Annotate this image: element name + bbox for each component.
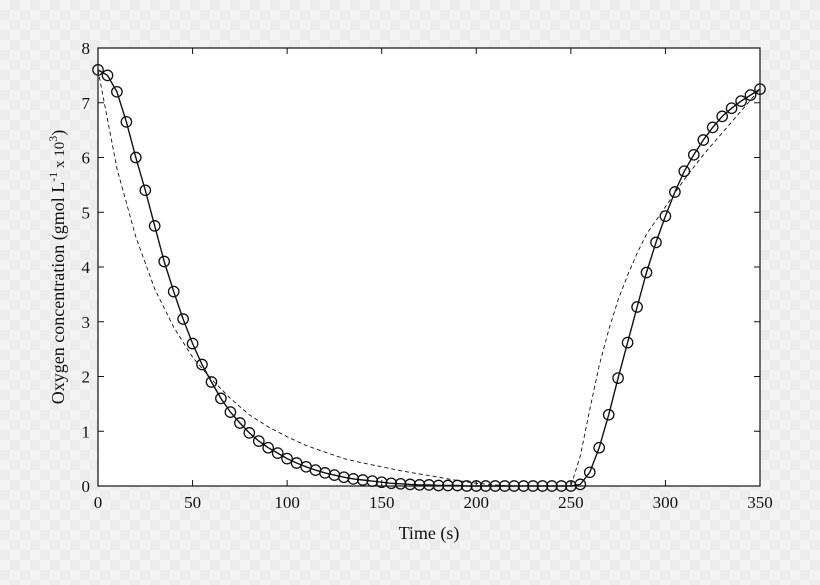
data-point-marker	[347, 473, 360, 485]
data-point-marker	[262, 441, 275, 454]
data-point-marker	[167, 285, 180, 298]
data-point-marker	[186, 337, 199, 350]
y-tick-label: 8	[82, 39, 91, 58]
data-point-marker	[697, 134, 710, 146]
data-point-marker	[129, 151, 142, 164]
x-axis-label: Time (s)	[399, 523, 460, 544]
plot-area	[97, 47, 761, 487]
y-tick-label: 1	[82, 422, 91, 441]
series-layer	[92, 64, 766, 492]
data-point-marker	[432, 479, 445, 492]
x-tick-label: 350	[747, 493, 773, 512]
data-point-marker	[621, 336, 634, 349]
y-axis-label-main: Oxygen concentration (gmol L	[48, 182, 69, 404]
x-tick-label: 50	[184, 493, 201, 512]
data-point-marker	[725, 102, 738, 115]
data-point-marker	[744, 89, 757, 101]
data-point-marker	[158, 255, 171, 268]
data-point-marker	[366, 475, 379, 487]
y-axis-label-exp2: 3	[46, 136, 60, 142]
data-point-marker	[234, 417, 246, 429]
data-point-marker	[394, 477, 407, 490]
data-point-marker	[669, 186, 681, 198]
y-tick-label: 5	[82, 203, 91, 222]
data-point-marker	[111, 85, 123, 98]
data-point-marker	[423, 479, 435, 491]
data-point-marker	[470, 480, 483, 492]
data-point-marker	[583, 466, 596, 479]
axis-ticks: 0 50 100 150 200 250 300 350 0 1 2 3 4 5 6 7 8	[82, 39, 773, 512]
y-tick-label: 2	[82, 368, 91, 387]
model-dashed-line	[97, 69, 761, 487]
data-point-marker	[281, 452, 293, 465]
x-tick-label: 300	[653, 493, 679, 512]
data-point-marker	[177, 313, 189, 325]
data-point-marker	[205, 376, 218, 388]
data-point-marker	[574, 478, 587, 491]
x-tick-label: 100	[274, 493, 300, 512]
data-point-marker	[215, 392, 227, 405]
data-point-marker	[224, 406, 237, 418]
data-point-marker	[442, 479, 454, 492]
y-axis-label-close: )	[48, 130, 69, 136]
data-point-marker	[602, 408, 615, 421]
x-tick-label: 0	[94, 493, 103, 512]
y-axis-label: Oxygen concentration (gmol L-1 x 103)	[46, 130, 69, 404]
data-point-marker	[631, 301, 643, 313]
data-point-marker	[650, 236, 662, 249]
data-point-marker	[460, 480, 473, 492]
data-point-marker	[489, 480, 502, 492]
data-point-marker	[659, 210, 672, 222]
data-point-marker	[101, 69, 114, 82]
data-point-marker	[196, 358, 208, 371]
data-point-marker	[735, 95, 747, 107]
data-point-marker	[706, 121, 719, 134]
data-point-marker	[356, 474, 369, 486]
data-point-marker	[338, 471, 350, 484]
data-point-marker	[612, 372, 624, 384]
x-tick-label: 150	[369, 493, 395, 512]
data-point-marker	[593, 441, 606, 454]
data-point-marker	[678, 165, 691, 178]
data-point-marker	[92, 64, 104, 76]
data-point-marker	[687, 148, 700, 161]
data-point-marker	[479, 480, 492, 492]
data-point-marker	[271, 447, 284, 459]
y-tick-label: 4	[82, 258, 91, 277]
y-tick-label: 0	[82, 477, 91, 496]
data-point-marker	[139, 184, 152, 197]
data-point-marker	[404, 478, 416, 491]
data-point-marker	[120, 116, 133, 128]
data-point-marker	[451, 479, 464, 492]
x-tick-label: 200	[464, 493, 490, 512]
y-tick-label: 3	[82, 313, 91, 332]
data-point-marker	[716, 110, 729, 123]
data-point-marker	[640, 266, 653, 279]
data-point-marker	[243, 427, 256, 439]
data-point-marker	[754, 83, 766, 95]
data-point-marker	[413, 479, 426, 491]
data-point-marker	[148, 220, 161, 232]
data-point-marker	[385, 477, 398, 490]
y-axis-label-mult: x 10	[52, 142, 68, 172]
y-tick-label: 6	[82, 149, 91, 168]
x-tick-label: 250	[558, 493, 584, 512]
data-point-marker	[252, 435, 265, 447]
y-axis-label-exp1: -1	[46, 172, 60, 182]
y-tick-label: 7	[82, 94, 91, 113]
data-point-marker	[375, 476, 388, 489]
